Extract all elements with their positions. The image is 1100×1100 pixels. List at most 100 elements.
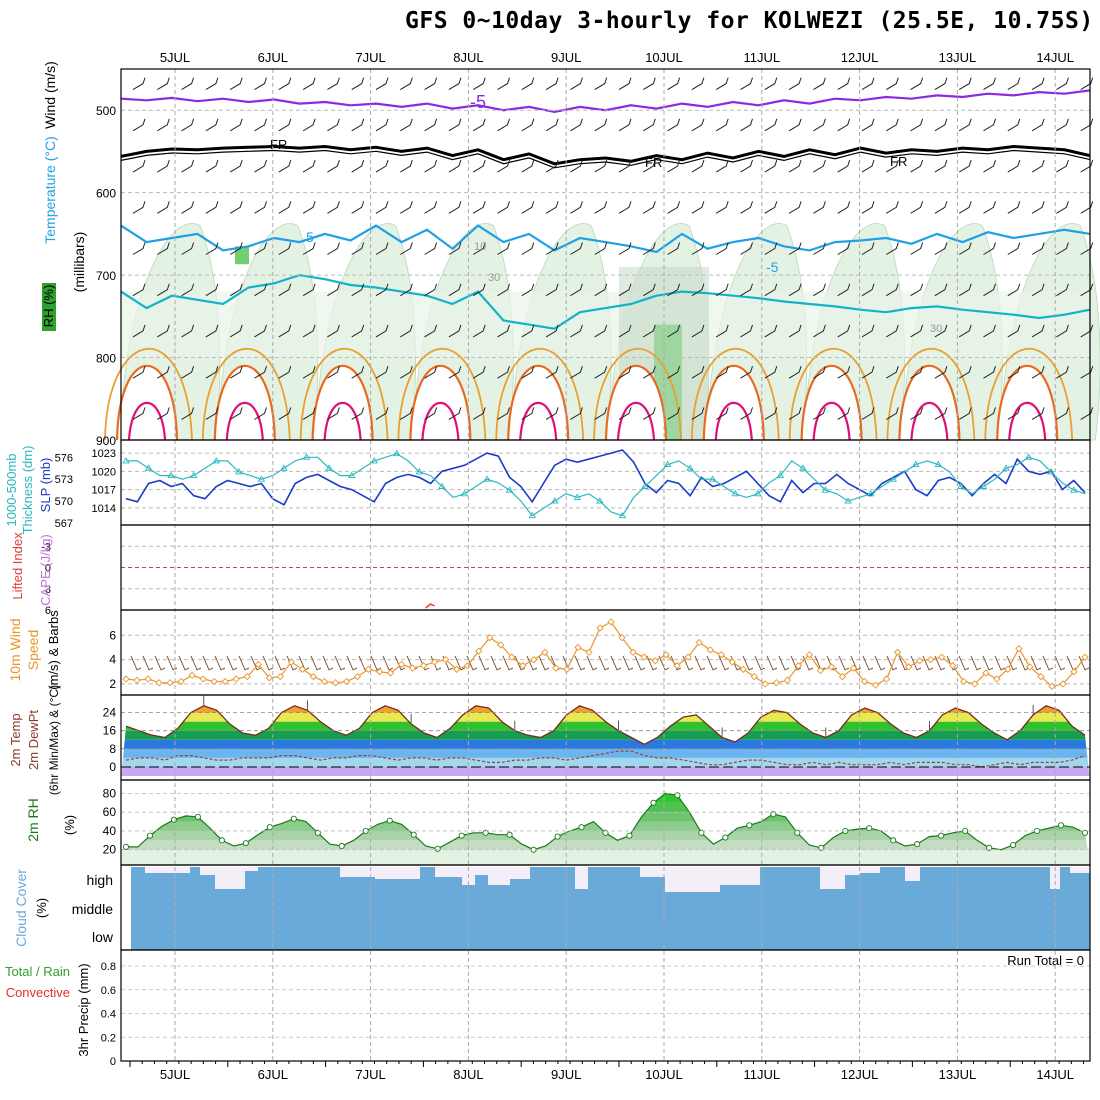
- wind-barb: [958, 159, 972, 173]
- wind-speed-marker: [431, 658, 439, 666]
- wind-speed-marker: [938, 653, 946, 661]
- rh-marker: [602, 829, 609, 836]
- wind-barb: [205, 77, 219, 91]
- cloud-gap: [200, 867, 215, 875]
- y-tick-label: 1017: [92, 485, 116, 497]
- wind-speed-marker: [673, 662, 681, 670]
- wind-barb: [837, 118, 851, 132]
- wind-barb: [351, 201, 365, 214]
- axis-title: CAPE (J/kg): [38, 534, 53, 606]
- wind-barb: [740, 324, 753, 338]
- wind-barb: [874, 655, 886, 671]
- panel-border: [120, 609, 1091, 696]
- wind-barb: [1007, 283, 1021, 297]
- wind-barb: [715, 77, 729, 91]
- wind-barb: [570, 201, 583, 214]
- wind-barb: [424, 324, 438, 338]
- wind-speed-marker: [464, 662, 472, 670]
- temp2m-panel: [121, 695, 1090, 776]
- thickness-marker: [392, 449, 401, 457]
- wind-barb: [229, 242, 243, 255]
- cloud-panel: [131, 867, 1090, 950]
- wind-barb: [715, 283, 729, 297]
- axis-title: 3hr Precip (mm): [76, 963, 91, 1056]
- date-label: 10JUL: [645, 1067, 683, 1082]
- wind-barb: [667, 118, 681, 132]
- wind-barb: [181, 407, 195, 420]
- wind-speed-marker: [805, 651, 814, 659]
- wind-barb: [670, 655, 682, 671]
- wind-barb: [286, 655, 298, 671]
- wind-barb: [570, 242, 583, 255]
- wind-barb: [983, 242, 996, 255]
- contour-label: -5: [766, 259, 779, 275]
- wind-barb: [594, 407, 608, 420]
- date-label: 11JUL: [743, 50, 780, 65]
- rh-marker: [1081, 829, 1089, 836]
- wind-barb: [521, 201, 535, 214]
- wind-barb: [886, 159, 899, 173]
- wind-barb: [570, 159, 583, 173]
- y-tick-label: high: [87, 872, 113, 888]
- cloud-gap: [145, 867, 190, 873]
- wind-barb: [958, 366, 972, 379]
- thickness-marker: [911, 460, 920, 468]
- wind-barb: [254, 242, 267, 255]
- wind-barb: [740, 407, 753, 420]
- wind-speed-marker: [122, 675, 130, 683]
- wind-barb: [813, 159, 826, 173]
- axis-title: Temperature (°C): [42, 136, 58, 244]
- y-tick-label: 0: [110, 1056, 116, 1068]
- wind-barb: [643, 407, 656, 420]
- wind-barb: [202, 655, 214, 671]
- thickness-marker: [257, 475, 266, 482]
- wind-barb: [788, 324, 802, 338]
- wind-barb: [181, 324, 195, 338]
- wind-barb: [934, 118, 948, 132]
- wind-barb: [424, 77, 438, 91]
- y-tick-label: 0: [45, 563, 51, 575]
- rh-floor: [121, 849, 1090, 865]
- wind-speed-marker: [927, 655, 935, 664]
- wind-barb: [862, 655, 874, 671]
- wind-barb: [1056, 407, 1069, 420]
- wind-speed-marker: [1048, 682, 1056, 690]
- wind-barb: [788, 407, 802, 420]
- y-tick-label: low: [92, 929, 114, 945]
- wind-barb: [643, 283, 656, 297]
- wind-barb: [594, 77, 608, 91]
- thickness-marker: [641, 482, 649, 489]
- thickness-marker: [460, 489, 469, 497]
- wind-barb: [448, 118, 462, 132]
- wind-barb: [1031, 407, 1045, 420]
- wind-barb: [1031, 201, 1045, 214]
- contour-label: 30: [930, 323, 942, 335]
- y-tick-label: 567: [55, 518, 73, 530]
- rh-legend-swatch: [42, 283, 56, 331]
- rh-marker: [938, 832, 945, 839]
- cloud-gap: [820, 867, 845, 889]
- wind-barb: [181, 77, 195, 91]
- wind-barb: [934, 407, 948, 420]
- wind-speed-marker: [155, 679, 163, 687]
- wind-barb: [788, 159, 802, 173]
- thickness-marker: [957, 482, 965, 489]
- wind-barb: [754, 655, 766, 671]
- isotherm-hot: [127, 401, 167, 441]
- thickness-marker: [370, 457, 379, 464]
- wind-barb: [1080, 77, 1094, 91]
- y-tick-label: 4: [109, 653, 116, 667]
- wind-barb: [813, 324, 826, 338]
- axis-title: 2m DewPt: [26, 710, 41, 770]
- y-tick-label: 800: [96, 352, 116, 366]
- wind-barb: [238, 655, 250, 671]
- wind-speed-marker: [916, 657, 924, 665]
- wind-barb: [229, 201, 243, 214]
- cloud-gap: [860, 867, 880, 873]
- wind-barb: [132, 159, 146, 173]
- thickness-marker: [596, 497, 604, 504]
- wind-barb: [545, 118, 559, 132]
- wind-barb: [181, 242, 195, 255]
- rh-marker: [338, 842, 345, 850]
- wind-barb: [886, 283, 899, 297]
